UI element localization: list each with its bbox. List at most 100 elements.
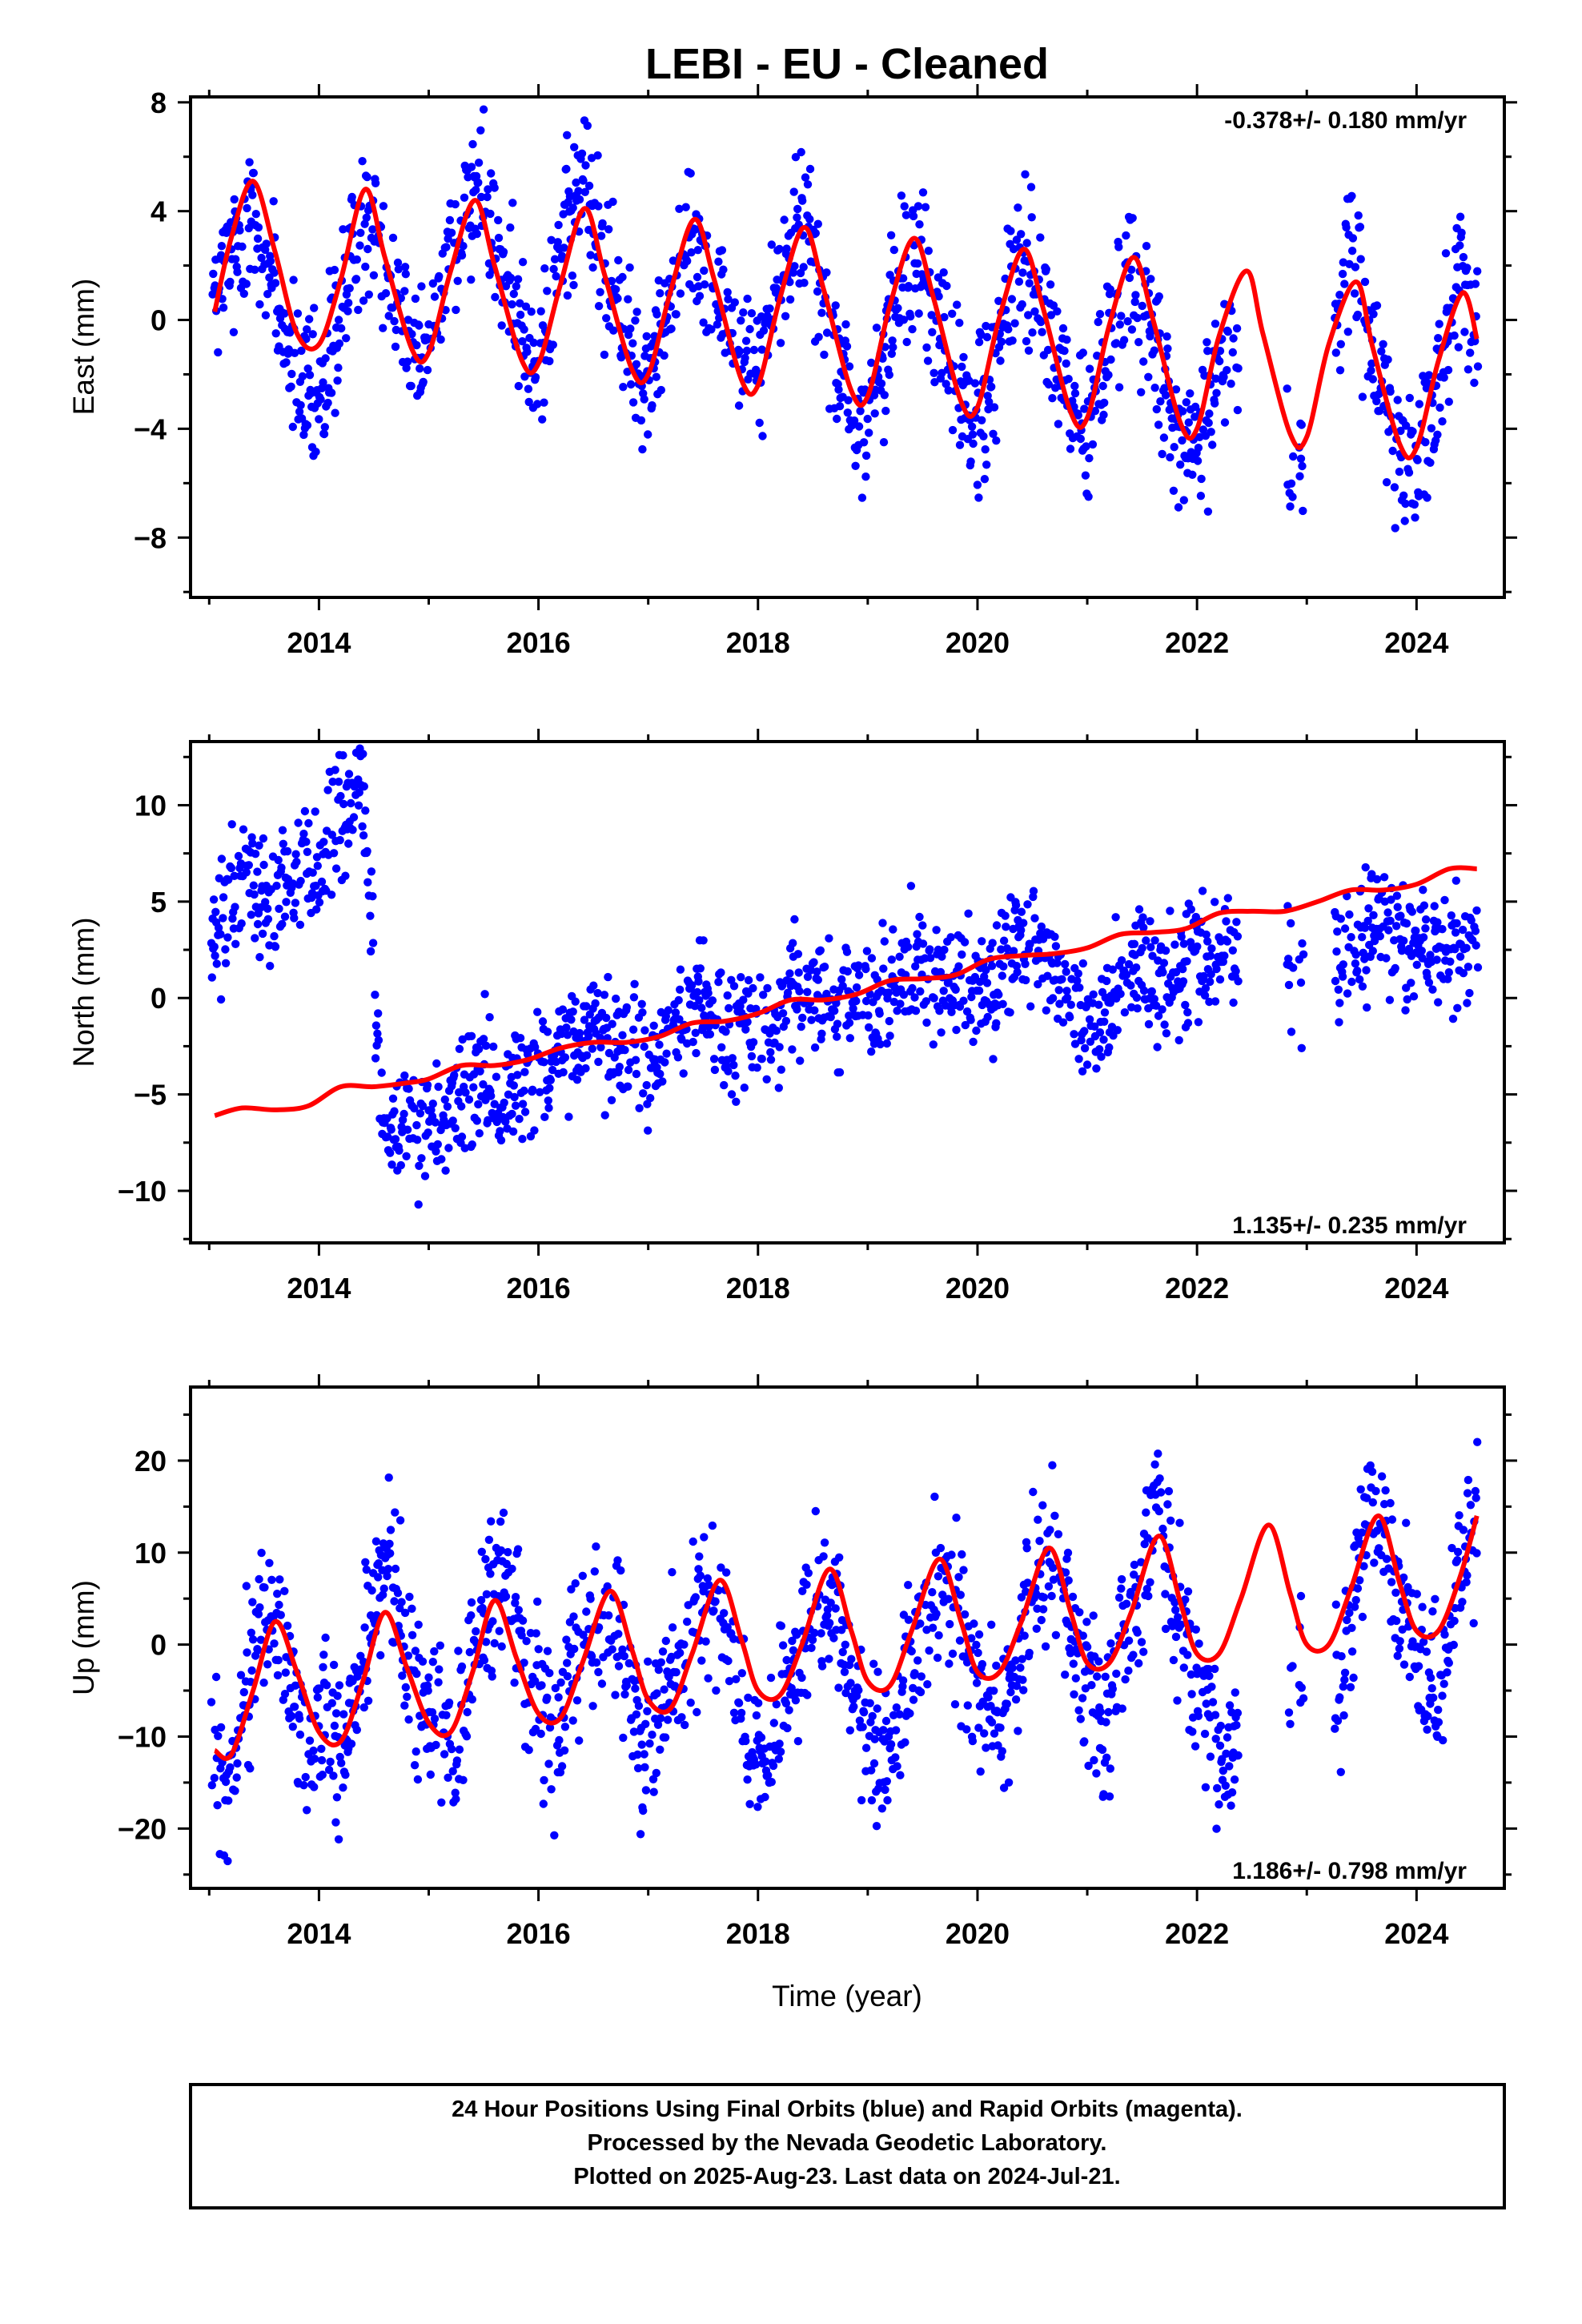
- east-point: [261, 311, 271, 320]
- north-point: [833, 1032, 841, 1041]
- east-point: [451, 199, 460, 209]
- north-point: [251, 850, 260, 858]
- north-point: [344, 839, 353, 848]
- up-point: [769, 1761, 778, 1771]
- east-point: [628, 398, 638, 407]
- up-point: [1002, 1699, 1012, 1708]
- north-point: [655, 1040, 664, 1049]
- east-frame: [189, 95, 1506, 599]
- north-point: [280, 912, 290, 921]
- up-point: [287, 1711, 296, 1721]
- east-point: [476, 126, 485, 135]
- north-point: [1215, 975, 1225, 984]
- north-point: [813, 975, 822, 984]
- up-point: [430, 1715, 440, 1723]
- up-point: [904, 1581, 913, 1590]
- north-point: [219, 914, 227, 923]
- east-point: [1084, 493, 1093, 501]
- up-point: [472, 1626, 480, 1636]
- north-point: [221, 959, 231, 968]
- east-point: [628, 339, 637, 348]
- up-point: [524, 1746, 533, 1755]
- up-point: [1133, 1628, 1142, 1637]
- east-point: [715, 313, 724, 323]
- up-point: [243, 1648, 251, 1657]
- up-point: [587, 1652, 596, 1661]
- up-x-tick-label: 2022: [1165, 1917, 1229, 1950]
- east-point: [880, 391, 889, 400]
- north-point: [348, 826, 357, 834]
- up-point: [207, 1698, 216, 1707]
- east-point: [1062, 359, 1070, 368]
- up-point: [1179, 1663, 1189, 1672]
- east-point: [1386, 387, 1395, 396]
- up-point: [259, 1679, 268, 1687]
- up-point: [652, 1689, 661, 1698]
- east-point: [801, 173, 810, 182]
- north-point: [813, 967, 821, 976]
- north-point: [1148, 951, 1157, 960]
- north-point: [982, 979, 992, 987]
- up-point: [321, 1633, 330, 1642]
- north-point: [913, 930, 921, 939]
- north-point: [420, 1172, 430, 1180]
- north-point: [433, 1140, 442, 1149]
- up-point: [1118, 1704, 1127, 1713]
- east-point: [1335, 366, 1345, 375]
- up-point: [511, 1598, 520, 1607]
- north-point: [842, 947, 852, 956]
- north-point: [1463, 999, 1472, 1007]
- up-point: [1106, 1639, 1115, 1648]
- up-point: [1195, 1639, 1203, 1648]
- east-point: [319, 378, 327, 387]
- east-point: [656, 385, 665, 395]
- north-point: [1100, 1008, 1110, 1017]
- east-point: [1395, 467, 1404, 476]
- north-point: [1021, 959, 1030, 969]
- north-point: [1139, 923, 1148, 932]
- east-point: [594, 302, 604, 311]
- north-point: [432, 1147, 440, 1156]
- north-point: [1002, 923, 1010, 931]
- north-point: [893, 1007, 901, 1015]
- up-point: [783, 1723, 792, 1733]
- up-point: [936, 1543, 946, 1553]
- north-y-tick-label: −10: [118, 1175, 167, 1208]
- east-point: [339, 225, 347, 234]
- east-point: [1076, 434, 1086, 444]
- east-point: [499, 247, 508, 256]
- north-point: [826, 1012, 835, 1022]
- east-y-tick-label: 4: [151, 195, 167, 228]
- north-point: [575, 1028, 584, 1038]
- east-point: [844, 396, 853, 404]
- east-point: [315, 415, 323, 424]
- east-point: [878, 354, 887, 363]
- east-point: [518, 337, 527, 346]
- north-point: [887, 955, 897, 964]
- east-point: [472, 186, 480, 195]
- up-point: [877, 1804, 887, 1813]
- east-point: [230, 195, 239, 204]
- up-point: [661, 1636, 670, 1646]
- north-point: [809, 958, 818, 967]
- up-point: [1096, 1707, 1105, 1716]
- north-point: [631, 1055, 640, 1064]
- up-point: [1212, 1824, 1221, 1833]
- north-point: [479, 1035, 488, 1043]
- east-point: [1360, 277, 1370, 287]
- east-point: [994, 296, 1003, 305]
- north-point: [251, 934, 259, 943]
- north-point: [1183, 1007, 1192, 1017]
- east-point: [1435, 320, 1443, 328]
- east-point: [747, 309, 757, 318]
- up-point: [554, 1693, 563, 1702]
- up-point: [956, 1590, 966, 1599]
- east-point: [1331, 348, 1341, 357]
- up-point: [247, 1628, 255, 1638]
- up-point: [1418, 1602, 1427, 1611]
- north-point: [1392, 891, 1402, 900]
- up-point: [1069, 1659, 1078, 1668]
- up-point: [331, 1709, 341, 1718]
- north-point: [1222, 917, 1231, 926]
- up-point: [700, 1533, 709, 1542]
